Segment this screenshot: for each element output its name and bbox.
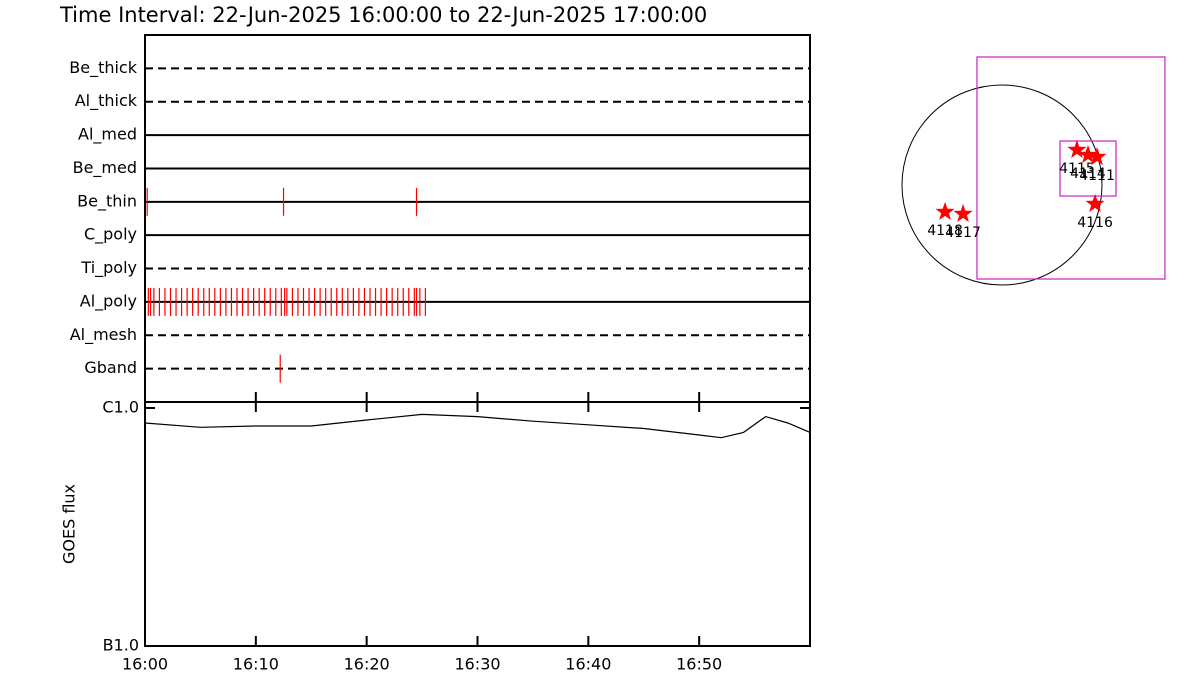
fov-box (976, 56, 1166, 280)
ar-star (1085, 193, 1105, 212)
goes-frame (144, 401, 811, 647)
ar-label: 4118 (927, 223, 963, 239)
row-label: Be_thin (77, 191, 137, 211)
row-label: Al_thick (75, 91, 138, 111)
goes-curve (144, 413, 811, 439)
ar-star (953, 203, 973, 222)
row-label: Ti_poly (80, 258, 137, 278)
ar-star (1087, 147, 1107, 166)
x-tick-label: 16:40 (565, 655, 611, 674)
ar-label: 4117 (945, 225, 981, 241)
row-label: C_poly (84, 225, 137, 245)
chart-title: Time Interval: 22-Jun-2025 16:00:00 to 2… (59, 3, 707, 27)
fov-box (1059, 140, 1117, 197)
x-tick-label: 16:10 (233, 655, 279, 674)
ar-star (1067, 139, 1087, 158)
x-tick-label: 16:20 (344, 655, 390, 674)
ar-star (935, 201, 955, 220)
row-label: Be_thick (69, 58, 137, 78)
row-label: Al_med (78, 125, 137, 145)
x-tick-label: 16:30 (454, 655, 500, 674)
solar-disk (901, 84, 1103, 286)
y-tick-label: B1.0 (103, 636, 139, 655)
event-frame (144, 34, 811, 403)
row-label: Gband (84, 358, 137, 377)
ar-label: 4116 (1077, 215, 1113, 231)
x-tick-label: 16:00 (122, 655, 168, 674)
y-axis-label: GOES flux (60, 484, 79, 564)
x-tick-label: 16:50 (676, 655, 722, 674)
row-label: Al_poly (80, 291, 137, 311)
ar-label: 4111 (1079, 168, 1115, 184)
row-label: Be_med (73, 158, 137, 178)
y-tick-label: C1.0 (102, 398, 139, 417)
ar-label: 4115 (1059, 161, 1095, 177)
ar-label: 4114 (1070, 166, 1106, 182)
row-label: Al_mesh (70, 325, 137, 345)
